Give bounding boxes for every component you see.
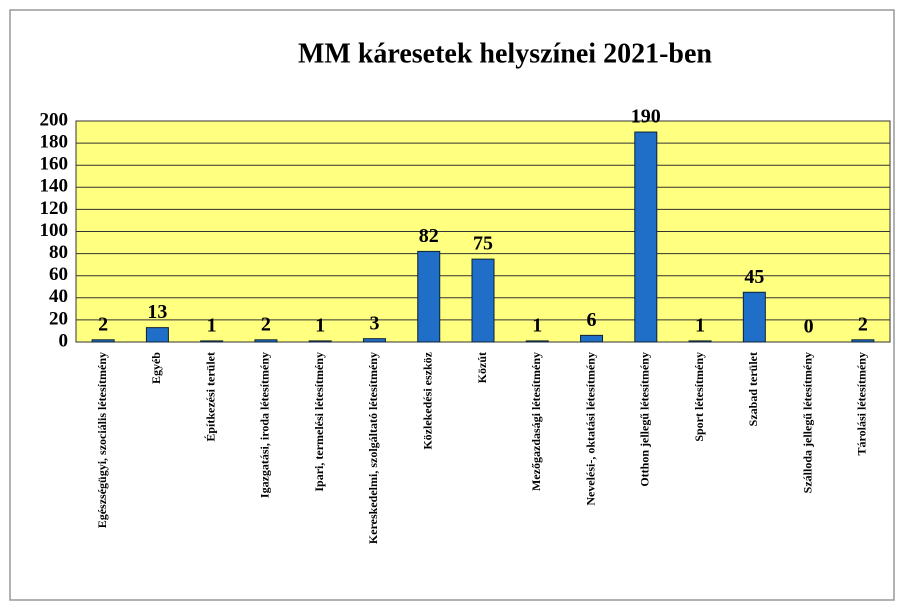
- x-tick-label: Egyéb: [149, 352, 163, 384]
- x-tick-label: Igazgatási, iroda létesítmény: [258, 352, 272, 498]
- y-tick-label: 140: [40, 176, 69, 197]
- y-tick-label: 80: [49, 242, 68, 263]
- value-label: 1: [532, 314, 542, 336]
- x-tick-label: Nevelési-, oktatási létesítmény: [583, 352, 597, 506]
- value-label: 190: [631, 106, 661, 128]
- y-tick-label: 200: [40, 109, 69, 130]
- y-tick-label: 120: [40, 198, 69, 219]
- x-tick-label: Közút: [475, 352, 489, 383]
- bar: [91, 339, 115, 343]
- y-tick-label: 180: [40, 131, 69, 152]
- value-label: 2: [98, 313, 108, 335]
- value-label: 45: [744, 266, 764, 288]
- x-tick-label: Szálloda jellegű létesítmény: [800, 352, 814, 493]
- bar: [688, 340, 712, 343]
- value-label: 6: [587, 309, 597, 331]
- y-tick-label: 0: [59, 330, 69, 351]
- x-tick-label: Ipari, termelési létesítmény: [312, 352, 326, 492]
- value-label: 3: [369, 312, 379, 334]
- y-tick-label: 160: [40, 154, 69, 175]
- bar: [634, 131, 658, 343]
- value-label: 1: [695, 314, 705, 336]
- x-tick-label: Közlekedési eszköz: [420, 351, 434, 449]
- y-tick-label: 100: [40, 220, 69, 241]
- bar: [471, 258, 495, 343]
- y-tick-label: 40: [49, 286, 68, 307]
- y-tick-label: 20: [49, 308, 68, 329]
- bar: [417, 250, 441, 343]
- x-tick-label: Kereskedelmi, szolgáltató létesítmény: [366, 352, 380, 544]
- x-tick-label: Otthon jellegű létesítmény: [638, 352, 652, 487]
- bar: [580, 334, 604, 343]
- value-label: 0: [804, 316, 814, 338]
- value-label: 75: [473, 233, 493, 255]
- chart-title: MM káresetek helyszínei 2021-ben: [298, 38, 712, 69]
- value-label: 82: [419, 225, 439, 247]
- y-tick-label: 60: [49, 264, 68, 285]
- bar: [145, 327, 169, 343]
- x-tick-label: Tárolási létesítmény: [855, 352, 869, 455]
- value-label: 2: [261, 313, 271, 335]
- value-label: 1: [315, 314, 325, 336]
- bar: [200, 340, 224, 343]
- x-tick-label: Szabad terület: [746, 352, 760, 426]
- bar: [851, 339, 875, 343]
- value-label: 13: [147, 301, 167, 323]
- bar: [308, 340, 332, 343]
- bar: [362, 338, 386, 343]
- x-tick-label: Egészségügyi, szociális létesítmény: [95, 352, 109, 528]
- bar: [742, 291, 766, 343]
- bar: [254, 339, 278, 343]
- x-tick-label: Sport létesítmény: [692, 352, 706, 442]
- value-label: 2: [858, 313, 868, 335]
- bar: [525, 340, 549, 343]
- x-tick-label: Mezőgazdasági létesítmény: [529, 352, 543, 491]
- x-tick-label: Építkezési terület: [203, 352, 217, 442]
- value-label: 1: [207, 314, 217, 336]
